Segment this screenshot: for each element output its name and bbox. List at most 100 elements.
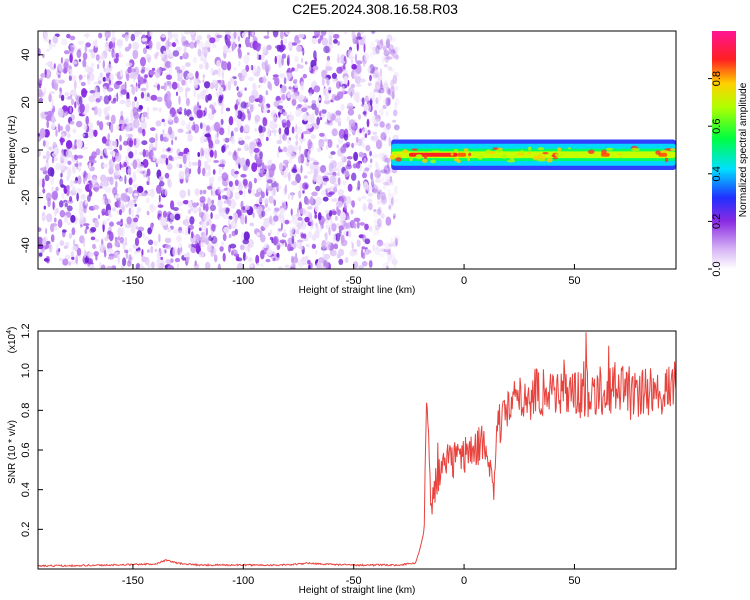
heatmap-noise-cell (360, 248, 364, 259)
heatmap-noise-cell (144, 67, 151, 72)
heatmap-noise-cell (106, 217, 110, 222)
heatmap-noise-cell (164, 237, 172, 244)
heatmap-noise-cell (211, 199, 214, 205)
heatmap-noise-cell (363, 157, 367, 165)
heatmap-noise-cell (374, 78, 381, 86)
heatmap-noise-cell (210, 230, 214, 238)
heatmap-noise-cell (75, 254, 78, 264)
heatmap-noise-cell (273, 199, 277, 207)
heatmap-noise-cell (386, 265, 389, 269)
heatmap-noise-cell (355, 83, 362, 87)
heatmap-noise-cell (134, 203, 137, 207)
heatmap-noise-cell (69, 53, 73, 63)
heatmap-noise-cell (276, 54, 283, 60)
heatmap-noise-cell (281, 56, 284, 66)
heatmap-noise-cell (95, 54, 100, 61)
heatmap-noise-cell (187, 209, 192, 215)
heatmap-noise-cell (260, 53, 265, 61)
heatmap-noise-cell (132, 72, 137, 80)
heatmap-noise-cell (188, 227, 191, 235)
heatmap-noise-cell (315, 185, 321, 192)
heatmap-noise-cell (98, 32, 103, 39)
heatmap-noise-cell (207, 158, 212, 164)
heatmap-noise-cell (290, 242, 297, 248)
heatmap-noise-cell (382, 184, 387, 190)
heatmap-noise-cell (88, 264, 95, 269)
heatmap-noise-cell (112, 52, 116, 58)
heatmap-noise-cell (72, 128, 77, 134)
heatmap-noise-cell (180, 246, 183, 253)
heatmap-noise-cell (256, 65, 261, 74)
heatmap-noise-cell (83, 74, 86, 78)
heatmap-noise-cell (262, 117, 268, 127)
heatmap-noise-cell (255, 254, 260, 265)
heatmap-signal-speck (422, 158, 428, 163)
heatmap-noise-cell (43, 205, 46, 210)
heatmap-noise-cell (279, 149, 283, 153)
heatmap-noise-cell (239, 244, 245, 251)
heatmap-noise-cell (264, 59, 269, 69)
heatmap-noise-cell (316, 175, 323, 185)
heatmap-noise-cell (248, 76, 255, 82)
heatmap-noise-cell (48, 243, 53, 253)
heatmap-noise-cell (70, 250, 75, 259)
heatmap-x-label: Height of straight line (km) (299, 285, 416, 296)
heatmap-noise-cell (136, 168, 143, 174)
heatmap-noise-cell (328, 191, 335, 195)
heatmap-noise-cell (382, 262, 389, 269)
heatmap-signal-speck (450, 152, 454, 156)
heatmap-noise-cell (257, 187, 262, 193)
heatmap-noise-cell (287, 139, 291, 145)
heatmap-noise-cell (379, 152, 384, 157)
heatmap-signal-speck (431, 150, 441, 153)
heatmap-noise-cell (172, 246, 178, 257)
heatmap-noise-cell (140, 69, 145, 74)
heatmap-noise-cell (194, 188, 200, 196)
heatmap-noise-cell (126, 216, 132, 225)
heatmap-noise-cell (163, 50, 167, 55)
heatmap-noise-cell (79, 103, 85, 114)
heatmap-noise-cell (170, 258, 174, 263)
heatmap-noise-cell (162, 129, 165, 134)
heatmap-noise-cell (188, 160, 192, 168)
heatmap-noise-cell (122, 244, 126, 251)
heatmap-noise-cell (142, 128, 146, 137)
heatmap-noise-cell (309, 195, 314, 206)
heatmap-noise-cell (146, 168, 151, 177)
heatmap-noise-cell (214, 213, 220, 220)
heatmap-noise-cell (142, 149, 146, 158)
heatmap-noise-cell (63, 61, 69, 70)
heatmap-noise-cell (210, 212, 213, 220)
heatmap-noise-cell (386, 251, 392, 255)
heatmap-noise-cell (251, 31, 254, 37)
heatmap-noise-cell (147, 57, 151, 63)
heatmap-noise-cell (104, 236, 109, 242)
heatmap-noise-cell (150, 203, 155, 213)
heatmap-noise-cell (300, 164, 303, 174)
heatmap-noise-cell (283, 77, 287, 85)
heatmap-noise-cell (243, 54, 250, 65)
heatmap-noise-cell (253, 177, 257, 184)
heatmap-noise-cell (125, 73, 130, 82)
heatmap-noise-cell (83, 237, 86, 248)
heatmap-noise-cell (309, 225, 314, 230)
heatmap-noise-cell (248, 95, 255, 103)
heatmap-noise-cell (351, 242, 354, 249)
heatmap-noise-cell (345, 141, 351, 148)
heatmap-noise-cell (278, 58, 282, 68)
heatmap-noise-cell (395, 54, 399, 60)
heatmap-signal-speck (396, 154, 403, 157)
heatmap-noise-cell (350, 83, 356, 88)
heatmap-noise-cell (125, 98, 132, 108)
heatmap-noise-cell (210, 67, 215, 76)
heatmap-noise-cell (135, 263, 141, 269)
heatmap-noise-cell (209, 82, 215, 90)
heatmap-noise-cell (372, 46, 377, 56)
heatmap-noise-cell (165, 80, 171, 87)
heatmap-noise-cell (331, 72, 337, 79)
heatmap-noise-cell (147, 249, 150, 253)
heatmap-noise-cell (69, 196, 73, 202)
heatmap-noise-cell (86, 32, 89, 39)
heatmap-noise-cell (266, 249, 273, 257)
heatmap-noise-cell (233, 80, 237, 87)
